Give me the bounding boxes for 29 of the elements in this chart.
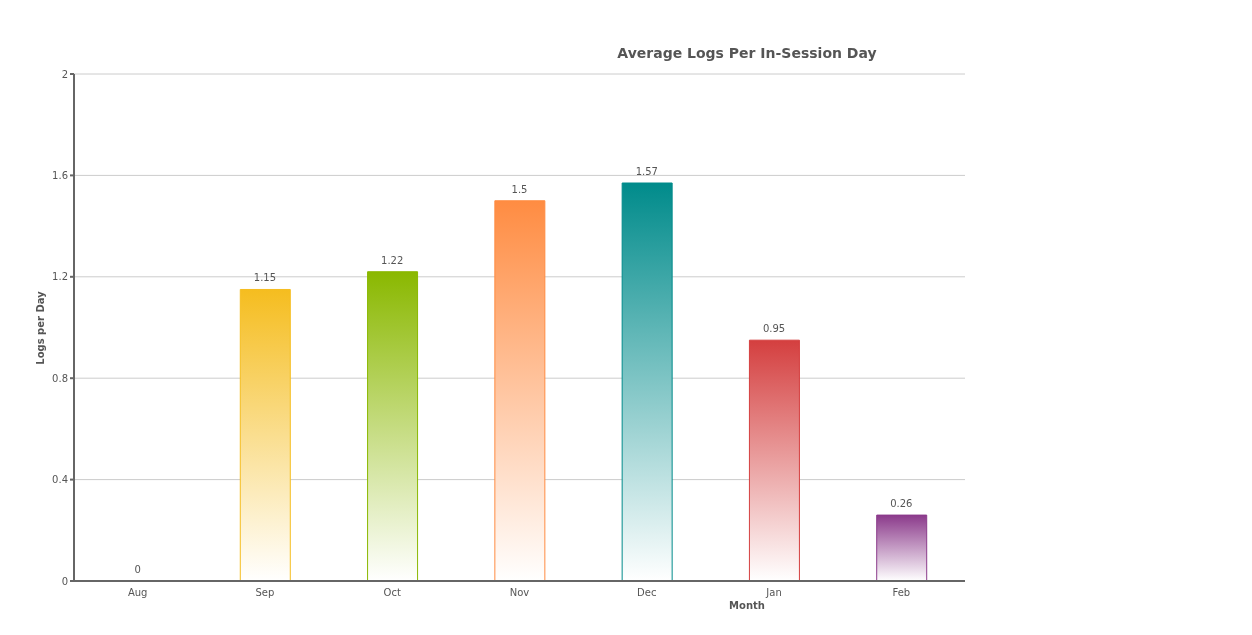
data-label: 1.15 (253, 272, 277, 284)
y-tick-label: 0 (61, 575, 68, 587)
data-label: 1.22 (381, 254, 404, 266)
x-tick-label: Oct (383, 587, 401, 599)
bar (876, 514, 928, 581)
y-tick-label: 0.8 (52, 372, 68, 384)
bar (494, 200, 546, 581)
x-tick-label: Jan (765, 587, 782, 599)
x-tick-label: Dec (637, 587, 657, 599)
bar (367, 271, 419, 581)
bar (748, 339, 800, 581)
bar (621, 182, 673, 581)
chart-title: Average Logs Per In-Session Day (617, 45, 877, 61)
x-tick-label: Sep (255, 587, 275, 599)
x-tick-label: Nov (509, 587, 530, 599)
data-label: 0.26 (890, 498, 913, 510)
data-label: 0.95 (762, 323, 786, 335)
bar (239, 288, 291, 581)
y-tick-label: 1.2 (52, 271, 68, 283)
y-axis-title: Logs per Day (35, 290, 46, 365)
y-tick-label: 2 (61, 68, 68, 80)
data-label: 1.5 (511, 183, 528, 195)
x-tick-label: Feb (892, 587, 911, 599)
y-tick-label: 0.4 (52, 474, 68, 486)
data-label: 0 (134, 564, 141, 575)
x-axis-title: Month (729, 600, 765, 611)
y-tick-label: 1.6 (52, 169, 68, 181)
data-label: 1.57 (635, 166, 658, 178)
x-tick-label: Aug (127, 587, 148, 599)
